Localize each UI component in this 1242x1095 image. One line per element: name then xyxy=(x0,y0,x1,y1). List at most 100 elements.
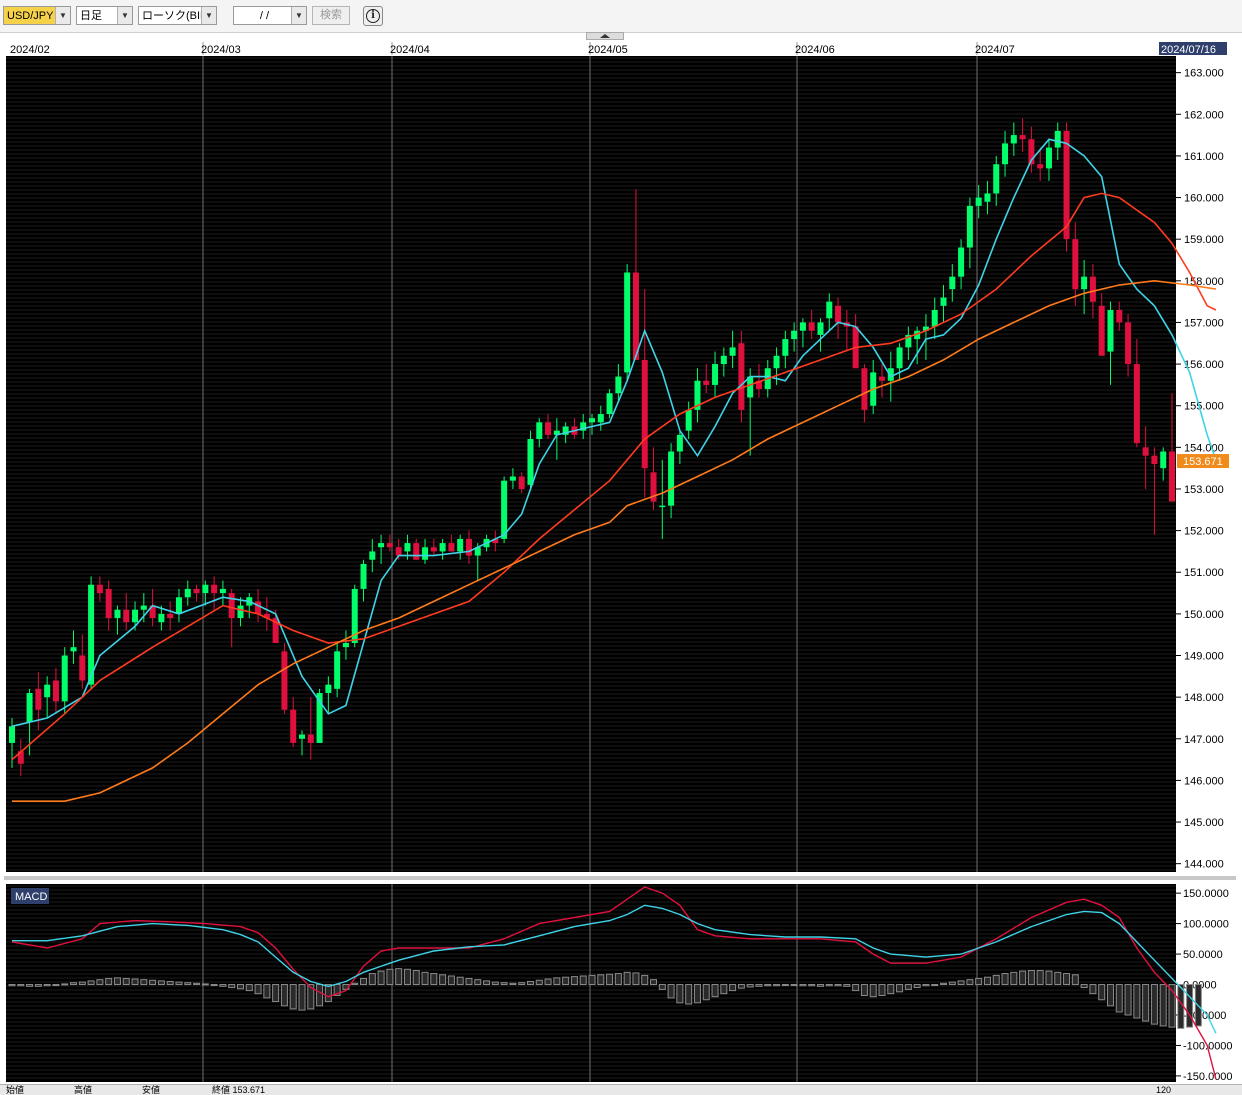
histogram-bar xyxy=(526,980,534,986)
bull-candle-body xyxy=(501,480,508,539)
bull-candle-body xyxy=(457,538,464,552)
candle xyxy=(123,593,130,631)
macd-tick-label: 100.0000 xyxy=(1183,919,1229,931)
candle xyxy=(211,576,218,610)
histogram-bar xyxy=(509,982,517,986)
bull-candle-body xyxy=(299,734,305,739)
histogram-bar xyxy=(737,984,745,989)
bull-candle-body xyxy=(378,543,385,548)
bull-candle-body xyxy=(966,205,973,248)
search-button[interactable]: 検索 xyxy=(312,6,350,25)
info-button[interactable]: i xyxy=(363,6,383,26)
candle xyxy=(96,576,103,602)
date-tick-label: 2024/06 xyxy=(795,44,835,56)
candle xyxy=(940,284,947,323)
bull-candle-body xyxy=(9,726,15,743)
price-tick-label: 161.000 xyxy=(1184,151,1224,163)
chevron-down-icon[interactable]: ▼ xyxy=(201,7,216,24)
chevron-up-icon xyxy=(600,34,610,38)
collapse-toolbar-handle[interactable] xyxy=(586,32,624,40)
bear-candle-body xyxy=(492,538,499,544)
horizontal-grid xyxy=(6,57,1176,1079)
histogram-bar xyxy=(316,984,324,1007)
date-value: / / xyxy=(259,10,270,22)
bear-candle-body xyxy=(835,305,842,323)
candle xyxy=(1098,293,1105,356)
histogram-bar xyxy=(799,984,807,987)
bear-candle-body xyxy=(1098,305,1105,356)
candle xyxy=(307,697,314,760)
candle xyxy=(360,559,367,602)
histogram-bar xyxy=(474,979,482,986)
chevron-down-icon[interactable]: ▼ xyxy=(55,7,70,24)
candle xyxy=(342,630,349,660)
bull-candle-body xyxy=(984,193,991,202)
date-input[interactable]: / / ▼ xyxy=(233,6,307,25)
bull-candle-body xyxy=(940,297,947,306)
histogram-bar xyxy=(957,980,965,986)
bull-candle-body xyxy=(175,597,182,614)
histogram-bar xyxy=(632,972,640,986)
histogram-bar xyxy=(597,974,605,986)
date-tick-label: 2024/04 xyxy=(390,44,430,56)
price-tick-label: 162.000 xyxy=(1184,109,1224,121)
bull-candle-body xyxy=(1045,147,1052,169)
candle xyxy=(465,530,472,564)
bull-candle-body xyxy=(70,647,77,652)
moving-average-mid xyxy=(11,192,1217,761)
histogram-bar xyxy=(149,979,157,986)
histogram-bar xyxy=(386,968,394,986)
histogram-bar xyxy=(825,984,833,987)
bull-candle-body xyxy=(1054,130,1061,148)
candle xyxy=(738,330,745,423)
bull-candle-body xyxy=(720,355,727,365)
bull-candle-body xyxy=(61,655,68,702)
histogram-bar xyxy=(931,984,939,987)
candle xyxy=(712,351,719,398)
bull-candle-body xyxy=(949,276,956,290)
histogram-bar xyxy=(913,984,921,989)
histogram-bar xyxy=(395,968,403,986)
candle xyxy=(1010,122,1017,156)
histogram-bar xyxy=(421,971,429,986)
histogram-bar xyxy=(729,984,737,992)
histogram-bar xyxy=(878,984,886,996)
candle xyxy=(52,668,59,714)
bear-candle-body xyxy=(193,588,200,594)
bull-candle-body xyxy=(316,692,323,743)
candle xyxy=(879,364,885,398)
bear-candle-body xyxy=(861,368,868,410)
calendar-dropdown-icon[interactable]: ▼ xyxy=(291,7,306,24)
currency-pair-select[interactable]: USD/JPY ▼ xyxy=(3,6,71,25)
candle xyxy=(641,289,648,498)
toolbar: USD/JPY ▼ 日足 ▼ ローソク(BID) ▼ / / ▼ 検索 i xyxy=(0,0,1242,33)
bear-candle-body xyxy=(518,476,525,489)
date-tick-label: 2024/07 xyxy=(975,44,1015,56)
bear-candle-body xyxy=(1019,135,1026,140)
bear-candle-body xyxy=(96,584,103,594)
histogram-bar xyxy=(245,984,253,992)
bull-candle-body xyxy=(606,393,613,415)
histogram-bar xyxy=(852,984,860,992)
timeframe-select[interactable]: 日足 ▼ xyxy=(76,6,133,25)
candle xyxy=(193,584,200,602)
histogram-bar xyxy=(1054,971,1062,986)
macd-tick-label: -50.0000 xyxy=(1183,1010,1226,1022)
histogram-bar xyxy=(781,984,789,987)
chevron-down-icon[interactable]: ▼ xyxy=(117,7,132,24)
candle xyxy=(114,605,121,635)
bear-candle-body xyxy=(1116,309,1123,323)
bear-candle-body xyxy=(79,655,86,681)
candle xyxy=(676,430,683,464)
candle xyxy=(650,447,657,510)
chart-type-select[interactable]: ローソク(BID) ▼ xyxy=(138,6,217,25)
candle xyxy=(184,580,191,606)
bull-candle-body xyxy=(360,563,367,589)
bull-candle-body xyxy=(817,322,824,335)
bear-candle-body xyxy=(263,613,270,619)
candle xyxy=(290,697,297,748)
candle xyxy=(615,364,622,402)
histogram-bar xyxy=(254,984,262,995)
bull-candle-body xyxy=(694,380,701,410)
macd-tick-label: 150.0000 xyxy=(1183,888,1229,900)
